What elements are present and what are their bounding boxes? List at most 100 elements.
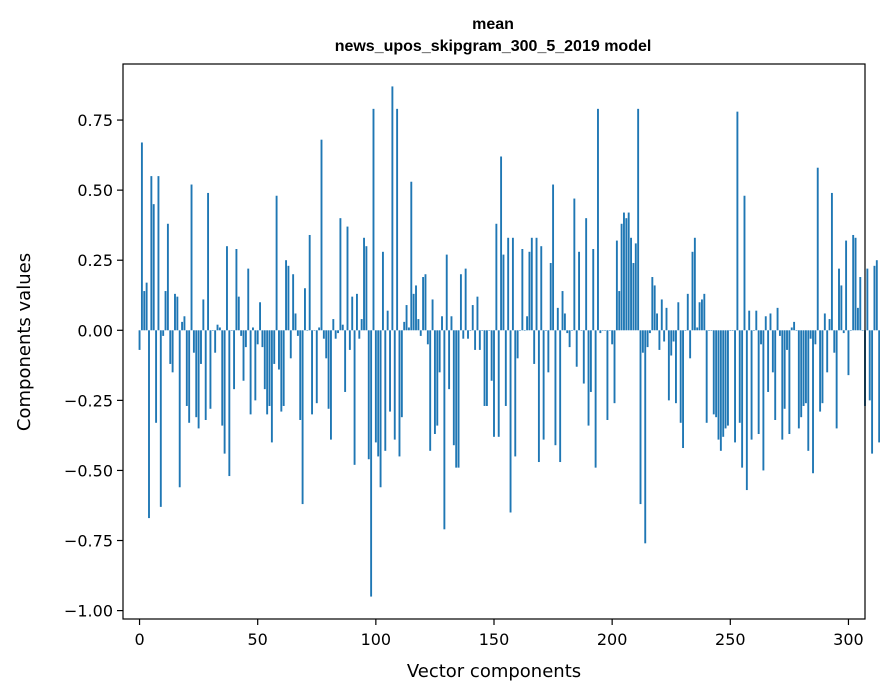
bar-231 <box>684 330 687 331</box>
bar-263 <box>760 330 762 345</box>
bar-207 <box>627 212 630 331</box>
bar-287 <box>816 167 819 331</box>
bar-236 <box>696 327 699 331</box>
bar-301 <box>849 330 852 331</box>
bar-120 <box>422 277 425 331</box>
bar-57 <box>273 330 276 364</box>
bar-90 <box>351 296 354 331</box>
bar-157 <box>509 330 512 513</box>
bar-23 <box>192 330 195 353</box>
bar-198 <box>606 330 609 420</box>
bar-81 <box>330 330 332 440</box>
bar-313 <box>878 330 880 443</box>
bar-196 <box>601 330 604 331</box>
bar-161 <box>519 330 521 331</box>
bar-309 <box>868 330 871 401</box>
bar-13 <box>169 330 172 364</box>
y-tick-label: −0.25 <box>64 391 113 410</box>
bar-36 <box>223 330 226 454</box>
bar-272 <box>781 330 784 440</box>
bar-1 <box>140 142 143 331</box>
bar-109 <box>396 108 399 331</box>
bar-213 <box>641 330 644 353</box>
bar-6 <box>152 204 155 331</box>
bar-52 <box>261 330 264 348</box>
bar-156 <box>507 237 510 331</box>
bar-245 <box>717 330 720 440</box>
y-tick-label: 0.00 <box>77 321 113 340</box>
bar-48 <box>252 327 254 331</box>
bar-38 <box>228 330 231 477</box>
bar-82 <box>332 319 335 331</box>
bar-148 <box>488 330 491 331</box>
bar-290 <box>823 313 826 331</box>
bar-200 <box>611 330 614 345</box>
bar-51 <box>259 302 261 331</box>
bar-68 <box>299 330 302 420</box>
bar-119 <box>419 330 422 336</box>
bar-71 <box>306 330 309 331</box>
bar-265 <box>764 316 767 331</box>
bar-76 <box>318 327 321 331</box>
bar-122 <box>426 330 429 345</box>
bar-276 <box>790 327 793 331</box>
bar-250 <box>729 330 732 331</box>
bar-135 <box>457 330 460 468</box>
bar-3 <box>145 282 148 331</box>
bar-241 <box>708 330 710 331</box>
bar-239 <box>703 293 706 331</box>
bar-116 <box>412 293 415 331</box>
x-tick-label: 250 <box>715 630 746 649</box>
bar-172 <box>545 330 547 331</box>
bar-248 <box>724 330 727 429</box>
bar-47 <box>249 330 252 415</box>
bar-150 <box>493 330 495 437</box>
bar-145 <box>481 330 484 331</box>
bar-275 <box>788 330 791 434</box>
bar-189 <box>585 218 588 331</box>
bar-7 <box>155 330 158 423</box>
bar-46 <box>247 268 250 331</box>
bar-39 <box>230 330 233 331</box>
bar-18 <box>181 321 184 331</box>
bar-17 <box>178 330 181 488</box>
bar-252 <box>734 330 736 443</box>
bar-34 <box>218 327 221 331</box>
bar-95 <box>363 237 365 331</box>
bar-16 <box>176 296 179 331</box>
bar-147 <box>485 330 488 406</box>
bar-128 <box>441 316 443 331</box>
bar-234 <box>691 251 694 331</box>
bar-121 <box>424 274 427 331</box>
bar-268 <box>771 330 774 373</box>
bar-185 <box>575 330 578 367</box>
x-tick-label: 100 <box>361 630 392 649</box>
bar-24 <box>195 330 198 418</box>
bar-193 <box>594 330 597 468</box>
bar-178 <box>559 330 562 463</box>
bar-89 <box>348 330 351 350</box>
bar-40 <box>233 330 236 390</box>
bar-92 <box>356 293 358 331</box>
bar-222 <box>663 330 666 342</box>
bar-63 <box>287 265 290 331</box>
bar-288 <box>819 330 822 412</box>
y-tick-label: 0.25 <box>77 251 113 270</box>
bar-140 <box>469 330 472 331</box>
bar-215 <box>646 330 649 348</box>
bar-115 <box>410 181 413 331</box>
bar-167 <box>533 330 536 364</box>
bar-302 <box>852 234 855 331</box>
bar-205 <box>623 212 625 331</box>
bar-204 <box>620 223 623 331</box>
y-axis: 0.75 0.50 0.25 0.00 −0.25 −0.50 −0.75 −1.00 <box>64 111 123 621</box>
bar-271 <box>778 330 781 336</box>
bar-258 <box>748 310 751 331</box>
bar-29 <box>207 192 210 331</box>
bar-66 <box>294 313 297 331</box>
bar-289 <box>821 330 824 404</box>
bar-101 <box>377 330 380 457</box>
bar-177 <box>556 307 559 331</box>
bar-165 <box>528 251 531 331</box>
bar-100 <box>374 330 377 443</box>
